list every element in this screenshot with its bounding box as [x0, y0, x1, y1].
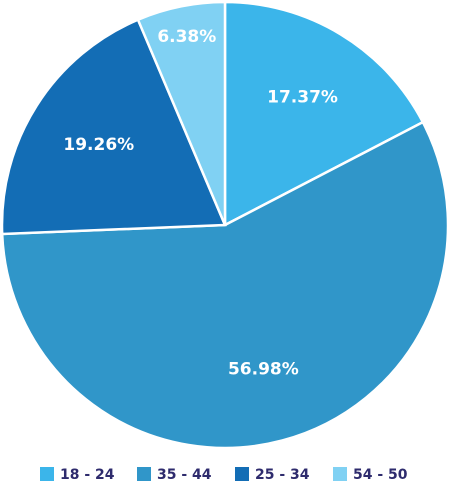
legend-swatch — [235, 467, 249, 481]
value-label: 17.37% — [267, 87, 338, 107]
pie-slice — [136, 0, 227, 226]
legend-label: 25 - 34 — [255, 467, 310, 483]
pie-slice — [0, 18, 227, 236]
value-label: 6.38% — [157, 27, 216, 47]
legend-label: 35 - 44 — [157, 467, 212, 483]
legend-label: 18 - 24 — [60, 467, 115, 483]
value-label: 19.26% — [63, 135, 134, 155]
value-label: 56.98% — [228, 359, 299, 379]
legend-label: 54 - 50 — [353, 467, 408, 483]
legend-swatch — [333, 467, 347, 481]
pie-slice — [223, 0, 425, 228]
legend-swatch — [137, 467, 151, 481]
legend-swatch — [40, 467, 54, 481]
pie-slice — [0, 120, 450, 450]
